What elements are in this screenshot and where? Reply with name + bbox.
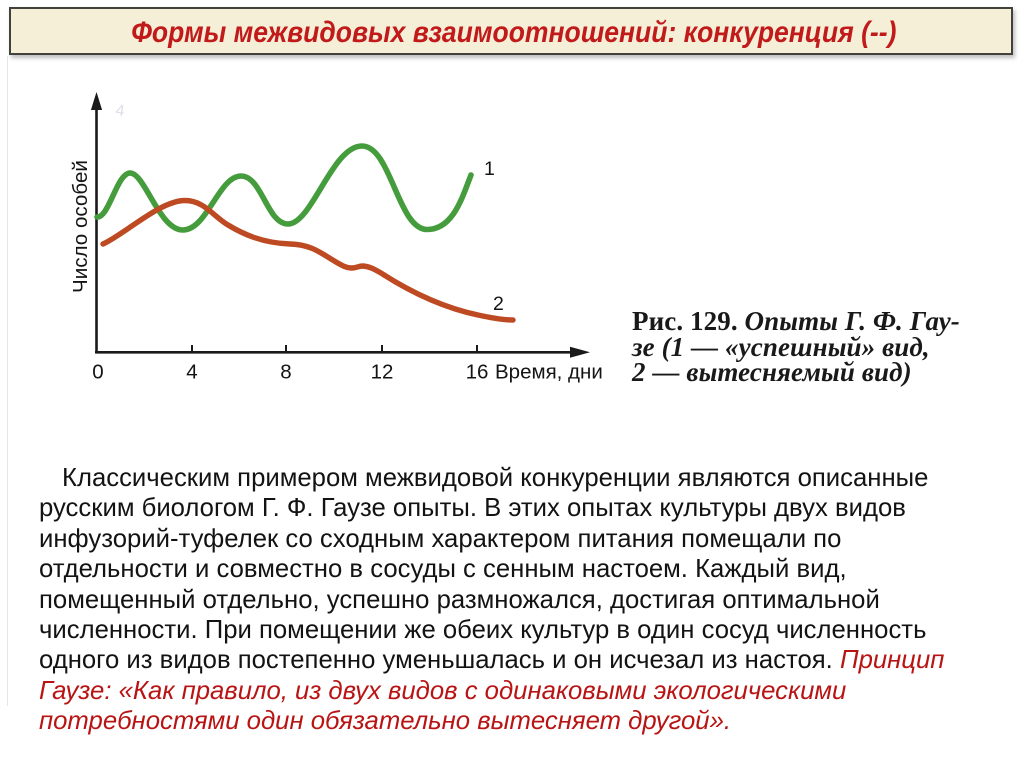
svg-text:4: 4 — [114, 102, 125, 120]
svg-text:12: 12 — [371, 361, 394, 384]
svg-text:4: 4 — [186, 361, 197, 384]
svg-text:Время, дни: Время, дни — [495, 361, 603, 384]
svg-text:1: 1 — [484, 158, 495, 180]
svg-text:0: 0 — [92, 361, 103, 384]
svg-text:2: 2 — [493, 293, 504, 315]
svg-text:16: 16 — [466, 361, 489, 384]
svg-text:Число особей: Число особей — [69, 160, 92, 293]
svg-text:8: 8 — [280, 361, 291, 384]
